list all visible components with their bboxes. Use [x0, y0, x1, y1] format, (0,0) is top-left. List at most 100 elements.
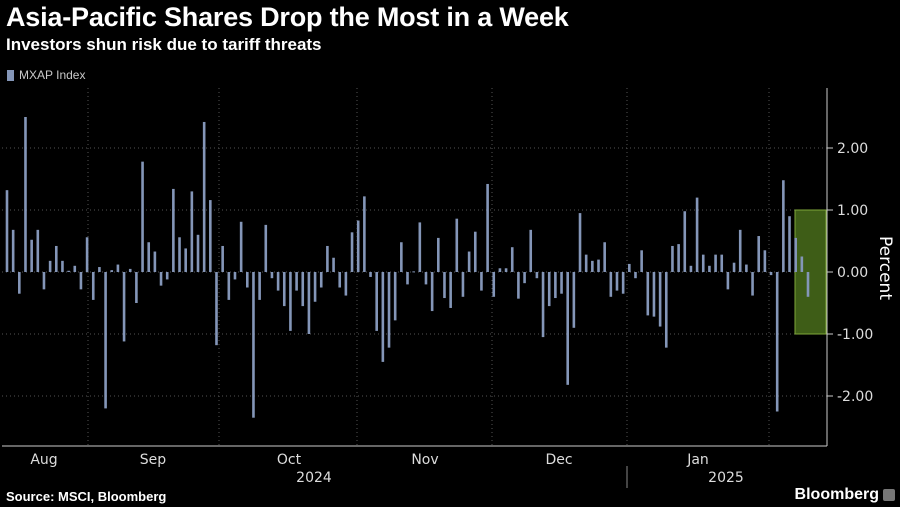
bar: [350, 232, 354, 272]
bar: [652, 272, 656, 317]
bar: [122, 272, 126, 342]
bar: [486, 183, 489, 272]
bar: [147, 242, 151, 272]
bar: [215, 272, 218, 346]
bar: [683, 211, 687, 272]
bar: [233, 272, 237, 280]
bar: [11, 229, 15, 272]
bar: [387, 272, 391, 348]
bar: [24, 117, 27, 272]
bar: [393, 272, 397, 321]
bar: [326, 245, 329, 272]
bar: [85, 237, 89, 272]
bar: [61, 260, 64, 272]
x-tick-label: Dec: [545, 452, 572, 468]
bar: [467, 251, 471, 272]
bar: [91, 272, 95, 300]
bar: [73, 265, 77, 272]
bar: [418, 222, 422, 272]
bar: [566, 272, 569, 385]
bar: [603, 242, 606, 272]
bar: [363, 196, 366, 272]
bar: [381, 272, 385, 362]
bar: [178, 237, 181, 272]
bar: [332, 257, 335, 272]
bar: [597, 259, 600, 272]
y-tick-label: -2.00: [837, 389, 873, 405]
bar: [591, 260, 594, 272]
bar: [714, 254, 717, 272]
bar: [609, 272, 613, 297]
highlight-box: [794, 209, 827, 335]
bar: [356, 220, 360, 272]
bar: [258, 272, 261, 300]
x-tick-label: Sep: [140, 452, 167, 468]
bar: [172, 188, 175, 272]
bar: [794, 237, 797, 272]
bar: [227, 272, 231, 300]
bar: [701, 254, 705, 272]
bar: [190, 191, 194, 272]
bar: [301, 272, 305, 307]
bar: [79, 272, 83, 290]
chart-title: Asia-Pacific Shares Drop the Most in a W…: [6, 2, 569, 32]
bar: [289, 272, 292, 331]
bar: [745, 264, 748, 272]
y-tick-label: 0.00: [837, 265, 868, 281]
bar: [184, 248, 187, 272]
bar: [430, 272, 434, 312]
bar: [775, 272, 779, 412]
bar: [708, 265, 711, 272]
bar: [443, 272, 446, 299]
year-label: 2025: [708, 470, 744, 486]
bar: [529, 229, 533, 272]
bar: [671, 245, 674, 272]
bar: [523, 272, 526, 284]
bar: [400, 242, 403, 272]
legend: MXAP Index: [7, 68, 85, 82]
bar: [492, 272, 496, 297]
bar: [196, 234, 200, 272]
bar: [720, 254, 724, 272]
bar: [769, 272, 773, 276]
legend-label: MXAP Index: [19, 68, 86, 82]
bar: [165, 272, 169, 280]
bar: [732, 262, 736, 272]
bar: [664, 272, 668, 348]
y-tick-label: 1.00: [837, 203, 868, 219]
bar: [141, 161, 144, 272]
bar: [517, 272, 520, 299]
bar: [270, 272, 274, 279]
bar: [313, 272, 317, 302]
bar: [658, 272, 662, 327]
bar: [763, 250, 767, 272]
bar: [782, 180, 785, 272]
bar: [437, 237, 440, 272]
bar: [738, 229, 742, 272]
bar: [480, 272, 483, 291]
bar: [369, 272, 372, 277]
bar: [461, 272, 465, 297]
bar: [5, 190, 9, 272]
brand-name: Bloomberg: [794, 486, 879, 503]
bar: [757, 236, 761, 272]
bar: [153, 251, 157, 272]
bar: [282, 272, 286, 307]
bar: [67, 270, 70, 272]
bar: [264, 224, 268, 272]
bar: [42, 272, 46, 290]
bar: [104, 272, 107, 409]
bar: [615, 272, 619, 291]
bar: [695, 197, 699, 272]
bar: [726, 272, 730, 290]
x-tick-label: Aug: [30, 452, 57, 468]
bar: [48, 260, 52, 272]
bar: [473, 231, 477, 272]
bar: [54, 245, 58, 272]
bar: [110, 270, 114, 272]
bar: [547, 272, 551, 307]
bar: [578, 213, 582, 272]
bar: [554, 272, 557, 299]
bar: [375, 272, 378, 331]
